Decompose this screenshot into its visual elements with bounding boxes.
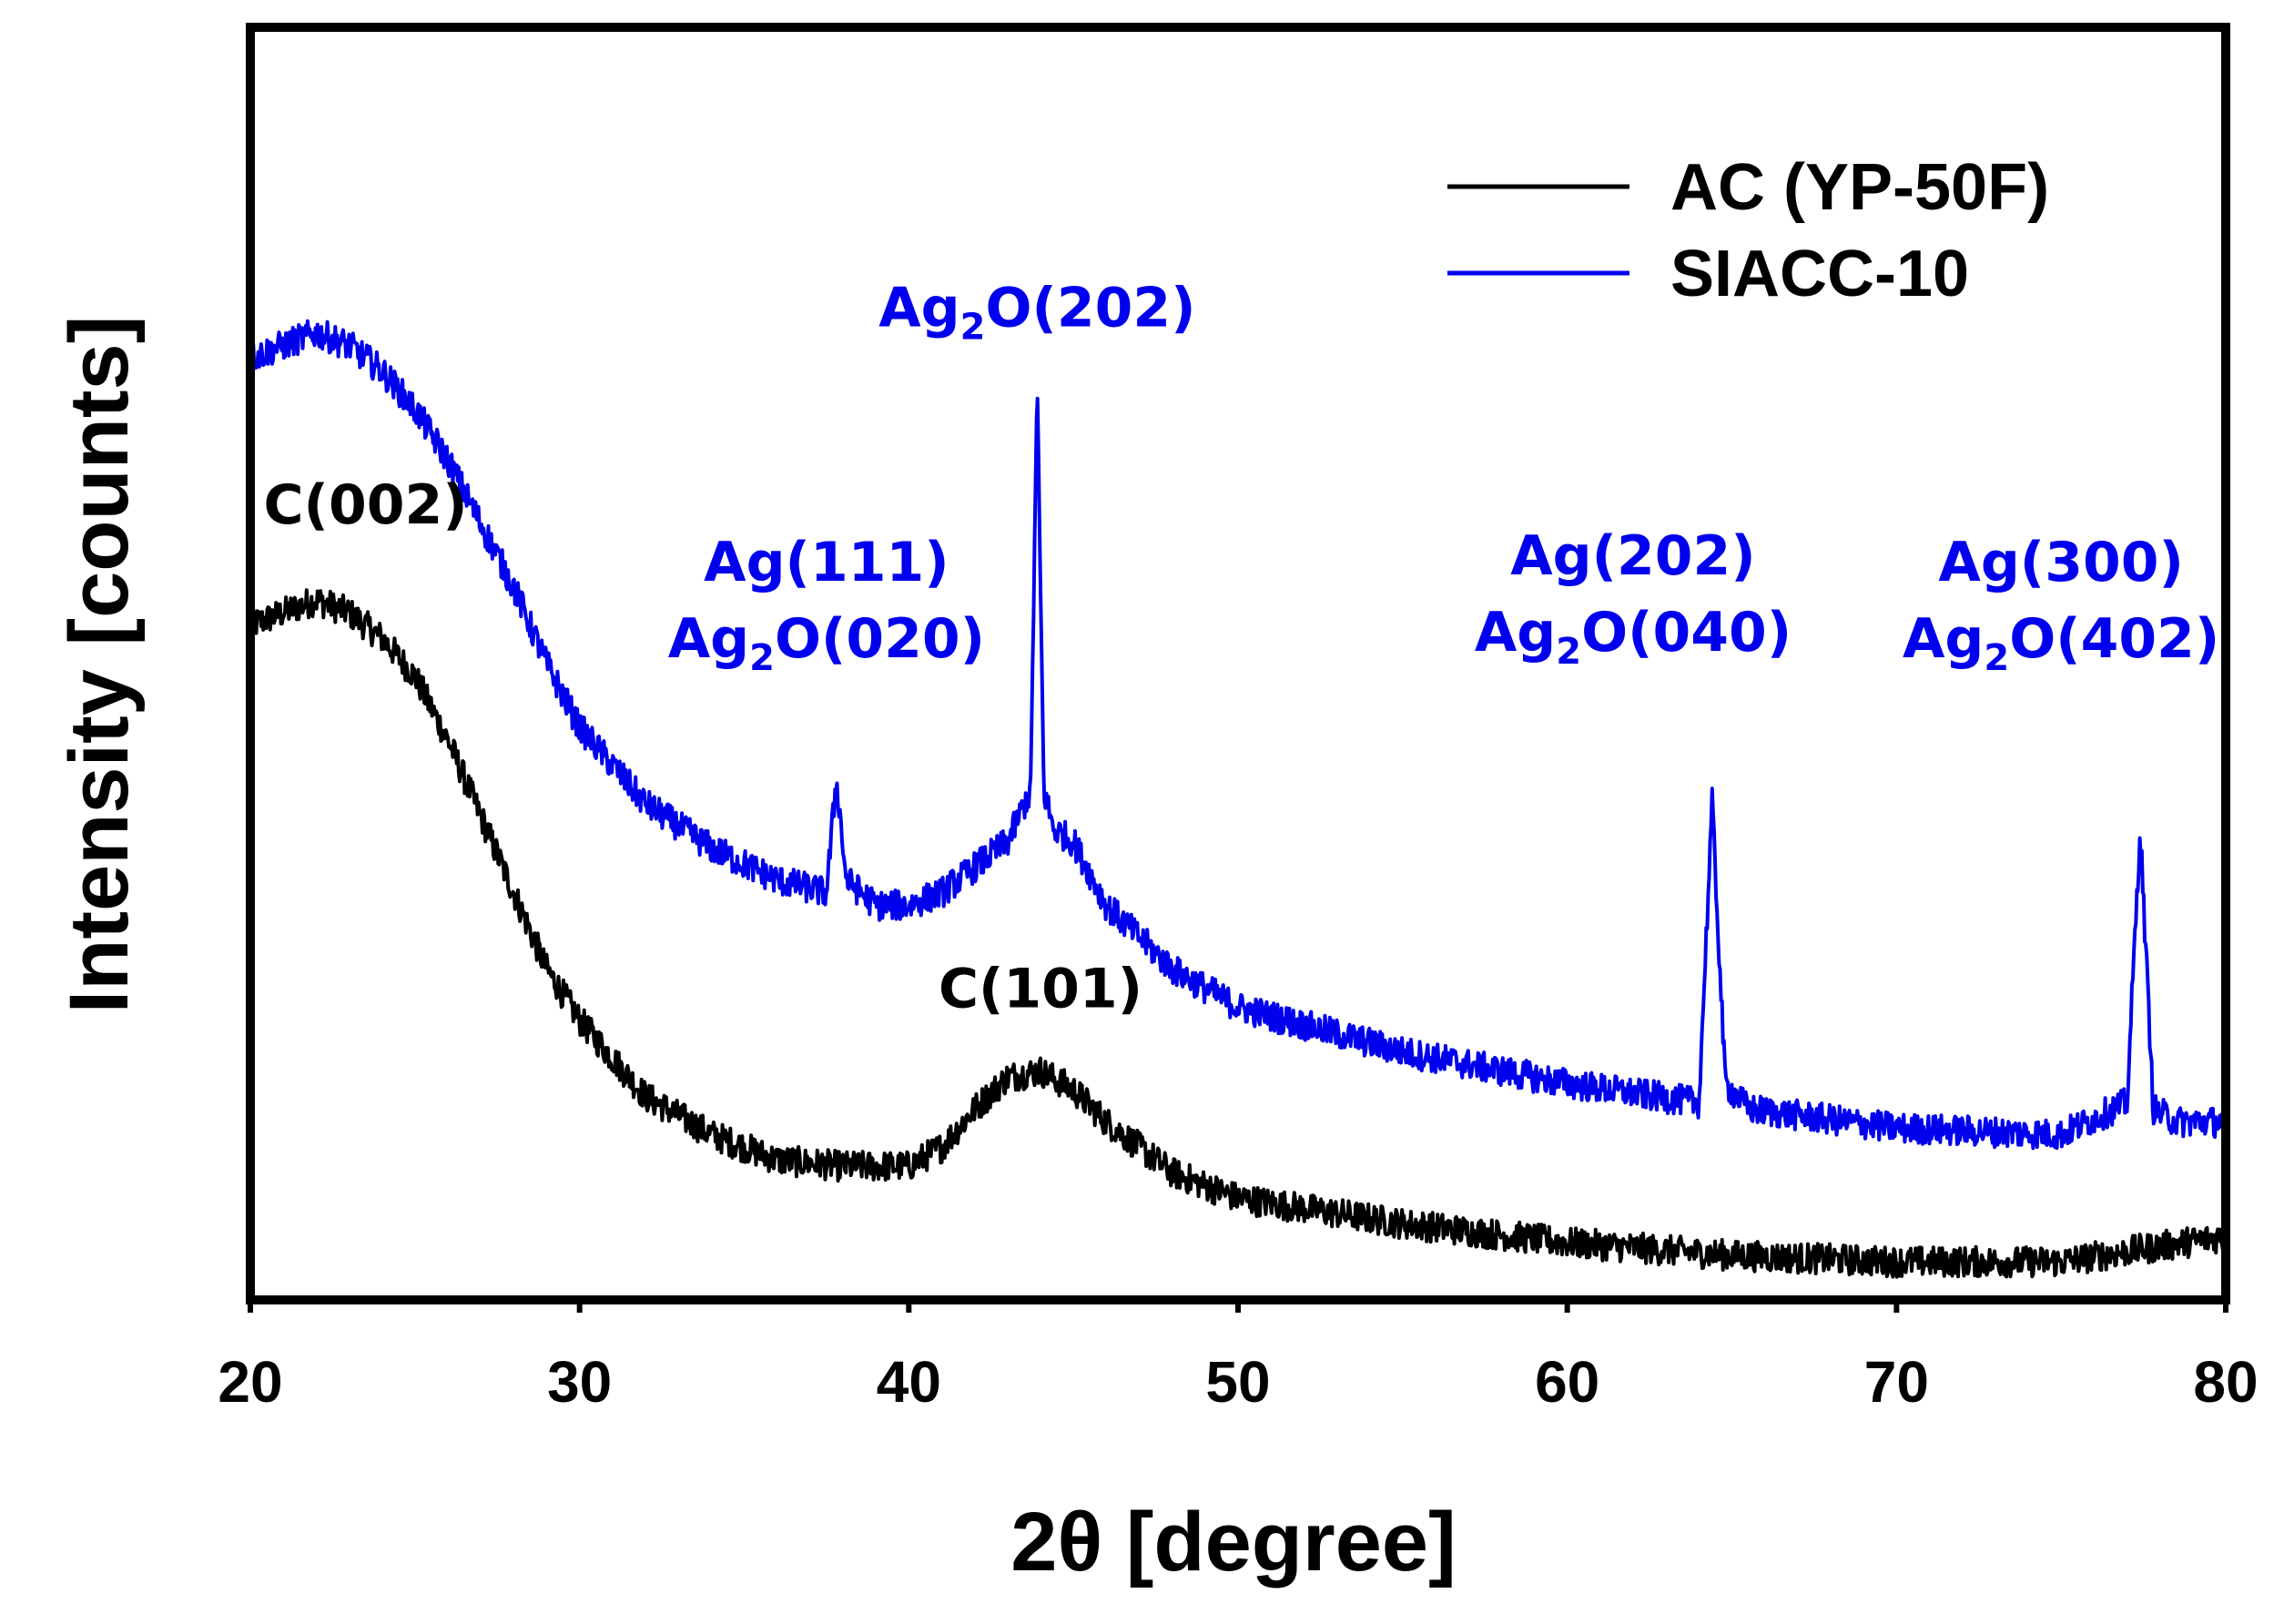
peak-label: C(101) xyxy=(939,957,1142,1020)
legend-label: AC (YP-50F) xyxy=(1670,151,2049,224)
y-axis-title: Intensity [counts] xyxy=(53,316,146,1014)
peak-label: Ag2O(040) xyxy=(1475,601,1792,673)
peak-label: Ag(202) xyxy=(1510,524,1755,588)
peak-label: C(002) xyxy=(264,473,468,537)
peak-label: Ag(300) xyxy=(1938,531,2183,594)
series-line-ac-yp-50f xyxy=(249,588,2228,1279)
x-tick-label: 50 xyxy=(1205,1349,1270,1415)
x-axis-title: 2θ [degree] xyxy=(1010,1496,1456,1588)
peak-annotations: C(002) C(101) Ag(111) Ag2O(020) Ag2O(202) Ag(… xyxy=(264,277,2220,1021)
x-tick-label: 60 xyxy=(1535,1349,1599,1415)
series-layer xyxy=(249,319,2228,1279)
x-tick-label: 80 xyxy=(2193,1349,2258,1415)
peak-label: Ag2O(202) xyxy=(878,277,1195,349)
peak-label: Ag(111) xyxy=(704,531,949,594)
peak-label: Ag2O(020) xyxy=(668,607,985,679)
series-line-siacc-10 xyxy=(249,319,2228,1151)
x-axis-ticks: 20 30 40 50 60 70 80 xyxy=(218,1300,2259,1415)
x-tick-label: 20 xyxy=(218,1349,282,1415)
x-tick-label: 40 xyxy=(877,1349,941,1415)
legend: AC (YP-50F) SIACC-10 xyxy=(1447,151,2049,310)
x-tick-label: 30 xyxy=(547,1349,612,1415)
x-tick-label: 70 xyxy=(1864,1349,1929,1415)
legend-label: SIACC-10 xyxy=(1670,238,1969,310)
peak-label: Ag2O(402) xyxy=(1903,607,2219,679)
